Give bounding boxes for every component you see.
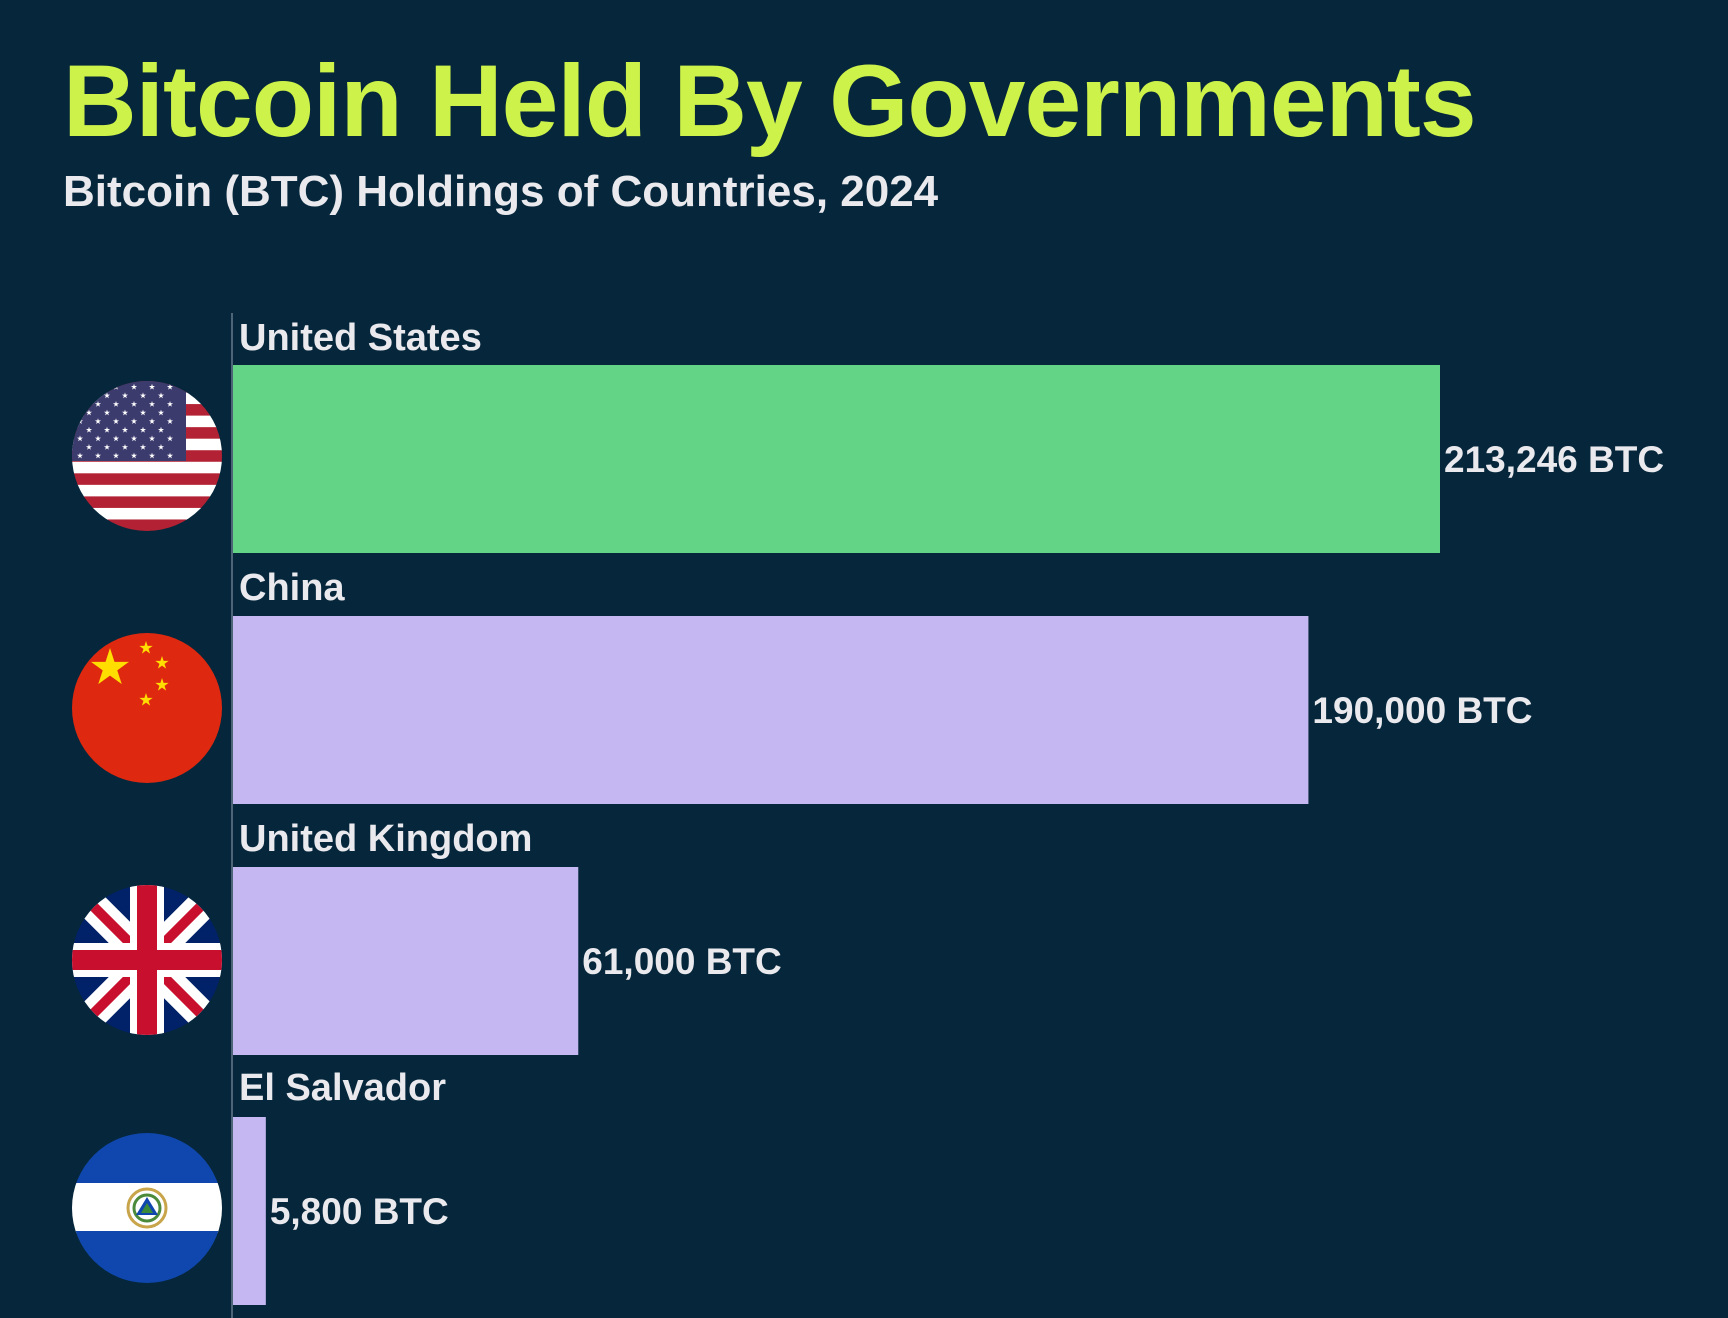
chart-subtitle: Bitcoin (BTC) Holdings of Countries, 202… bbox=[63, 167, 939, 216]
bars-layer: United States 213,246 BTC China 190,000 BTC… bbox=[233, 317, 1664, 1305]
bar-el-salvador bbox=[233, 1117, 266, 1305]
bar-china bbox=[233, 616, 1309, 804]
el-salvador-flag-icon bbox=[72, 1133, 222, 1283]
category-label: El Salvador bbox=[239, 1067, 446, 1109]
data-label: 61,000 BTC bbox=[582, 941, 782, 982]
el-salvador-coat-of-arms bbox=[126, 1187, 168, 1229]
us-flag-icon bbox=[72, 381, 222, 531]
category-label: China bbox=[239, 567, 345, 609]
chart-title: Bitcoin Held By Governments bbox=[63, 44, 1477, 158]
data-label: 5,800 BTC bbox=[270, 1191, 449, 1232]
category-label: United States bbox=[239, 317, 482, 359]
china-flag-icon bbox=[72, 633, 222, 783]
bar-united-kingdom bbox=[233, 867, 579, 1055]
category-label: United Kingdom bbox=[239, 818, 532, 860]
data-label: 213,246 BTC bbox=[1444, 439, 1664, 480]
bar-united-states bbox=[233, 365, 1440, 553]
uk-flag-icon bbox=[72, 885, 222, 1035]
data-label: 190,000 BTC bbox=[1312, 690, 1532, 731]
